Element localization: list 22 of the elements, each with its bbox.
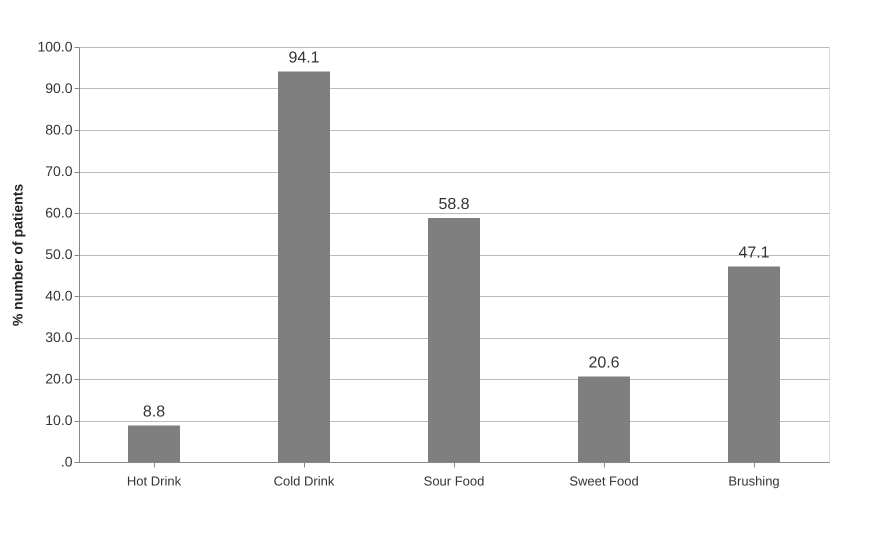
y-tick-label: 30.0	[45, 329, 73, 345]
y-tick-label: 50.0	[45, 246, 73, 262]
y-tick-label: 70.0	[45, 163, 73, 179]
x-tick-label: Sweet Food	[569, 474, 639, 488]
y-tick-label: 20.0	[45, 370, 73, 386]
x-tick-label: Hot Drink	[126, 474, 182, 488]
data-label: 47.1	[738, 244, 770, 262]
x-tick-label: Cold Drink	[274, 474, 335, 488]
data-label: 58.8	[438, 196, 470, 213]
x-tick-label: Brushing	[728, 474, 780, 488]
y-tick-label: 100.0	[37, 38, 73, 54]
y-tick-label: 40.0	[45, 288, 73, 304]
y-tick-label: 60.0	[45, 204, 73, 220]
data-label: 20.6	[588, 354, 620, 372]
x-tick-label: Sour Food	[424, 474, 484, 488]
y-tick-label: 10.0	[45, 412, 73, 428]
y-tick-label: .0	[60, 454, 73, 470]
y-axis-title: % number of patients	[9, 184, 26, 326]
data-label: 8.8	[142, 403, 166, 420]
y-tick-label: 90.0	[45, 80, 73, 96]
data-label: 94.1	[288, 49, 320, 66]
y-tick-label: 80.0	[45, 122, 73, 138]
